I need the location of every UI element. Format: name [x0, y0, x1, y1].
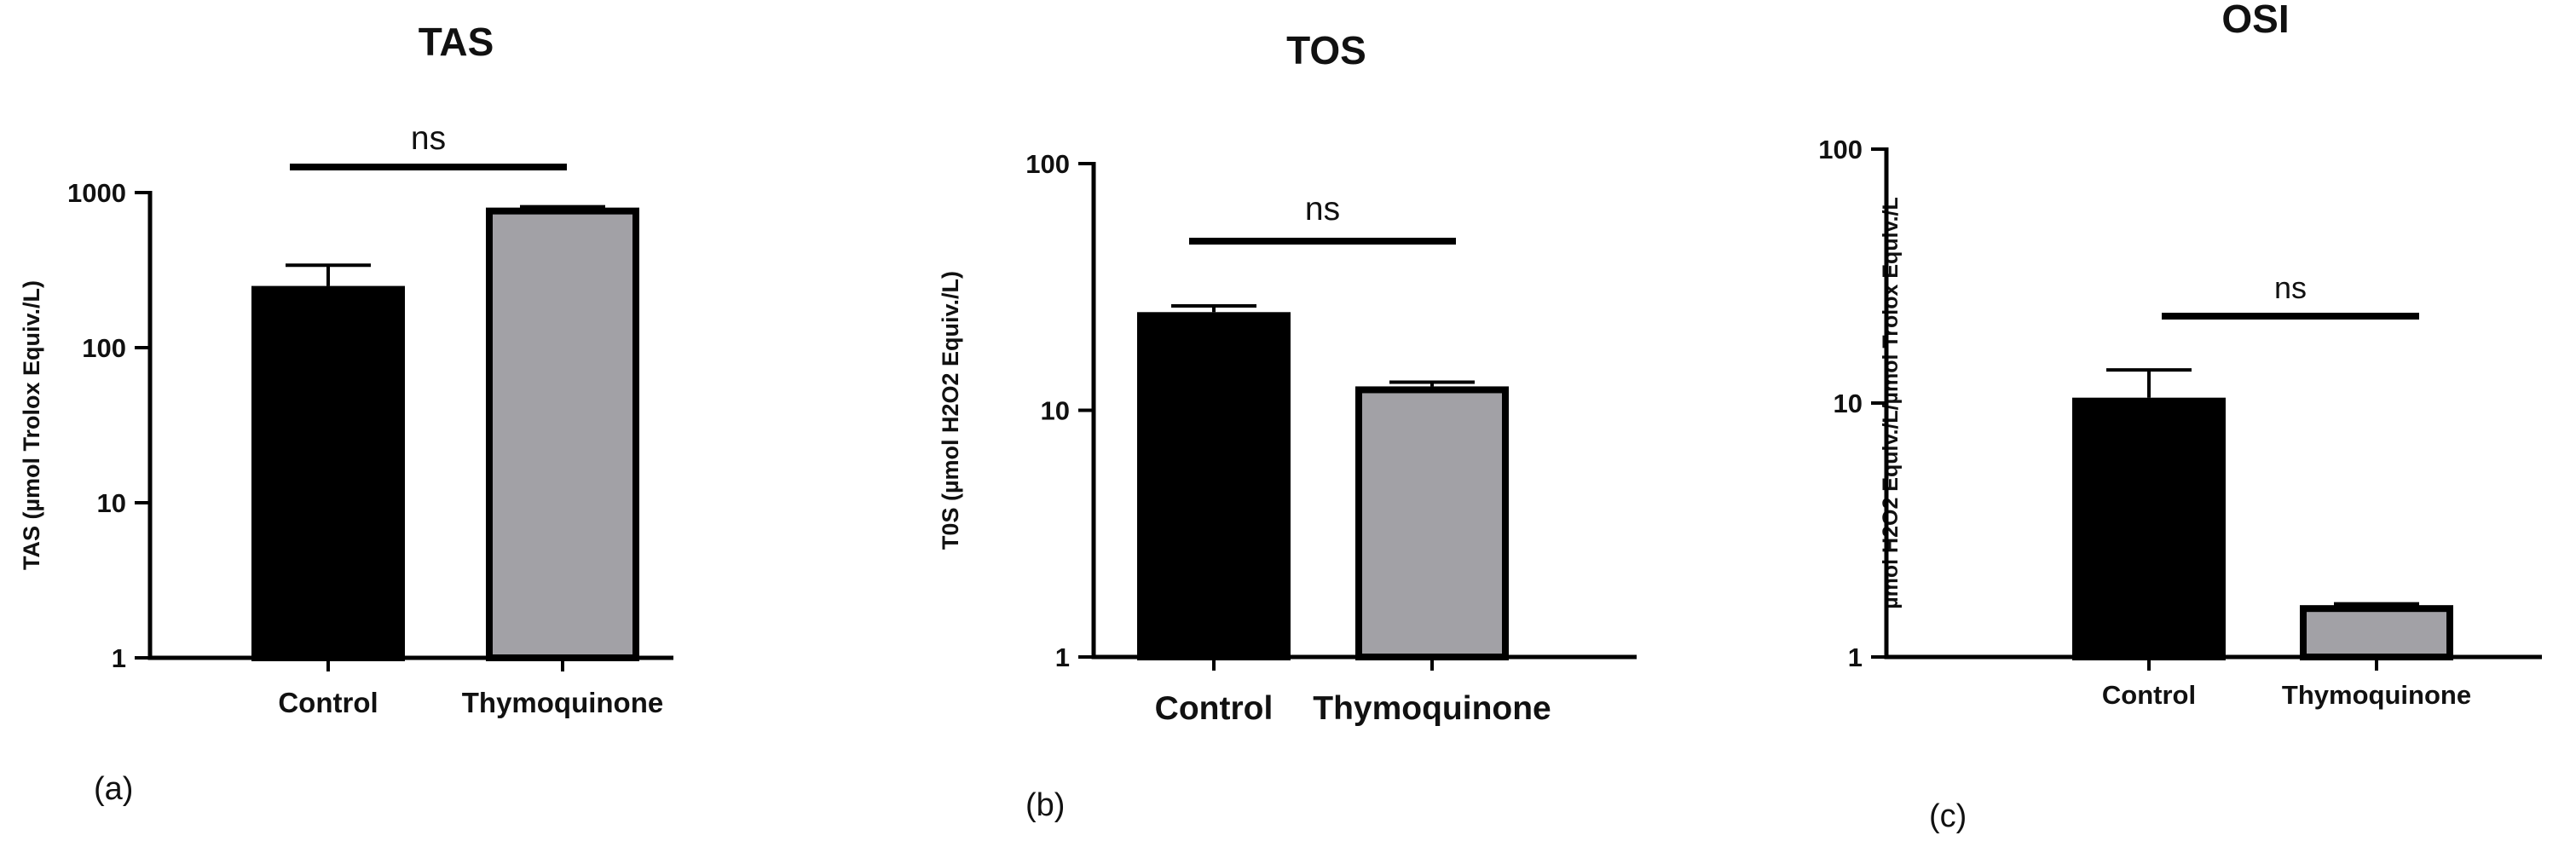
tas-title: TAS	[419, 20, 494, 64]
osi-y-tick-label: 1	[1848, 642, 1863, 672]
tos-y-axis-label: T0S (µmol H2O2 Equiv./L)	[938, 271, 963, 550]
tos-category-label: Control	[1155, 690, 1274, 727]
tas-panel-label: (a)	[94, 771, 133, 807]
tos-chart: TOS T0S (µmol H2O2 Equiv./L) Control Thymoq…	[938, 28, 1637, 823]
tas-bar-thymoquinone	[486, 207, 639, 661]
osi-bar-control	[2072, 397, 2226, 660]
tos-y-tick-label: 10	[1041, 396, 1070, 426]
tas-y-tick-label: 10	[97, 488, 126, 518]
tos-panel-label: (b)	[1025, 787, 1065, 823]
osi-category-label: Control	[2102, 680, 2196, 710]
osi-title: OSI	[2221, 0, 2289, 41]
tos-y-tick-label: 100	[1025, 149, 1070, 179]
osi-y-tick-label: 10	[1834, 389, 1863, 418]
osi-category-label: Thymoquinone	[2282, 680, 2471, 710]
tas-y-tick-label: 100	[82, 333, 126, 363]
tas-y-tick-label: 1	[112, 643, 126, 673]
tos-bar-thymoquinone	[1355, 386, 1509, 660]
tos-significance-label: ns	[1305, 191, 1340, 228]
tos-y-tick-label: 1	[1055, 642, 1070, 672]
tas-category-label: Control	[278, 687, 378, 718]
tos-category-label: Thymoquinone	[1313, 690, 1551, 727]
osi-panel-label: (c)	[1929, 798, 1967, 834]
tas-y-tick-label: 1000	[67, 178, 126, 208]
tas-y-axis-label: TAS (µmol Trolox Equiv./L)	[19, 280, 44, 570]
tas-bar-control	[251, 285, 405, 661]
osi-y-tick-label: 100	[1818, 135, 1863, 164]
tos-bar-control	[1137, 312, 1291, 660]
osi-significance-label: ns	[2274, 270, 2307, 305]
tos-title: TOS	[1286, 28, 1366, 72]
tas-significance-label: ns	[411, 120, 446, 157]
tas-category-label: Thymoquinone	[462, 687, 663, 718]
osi-bar-thymoquinone	[2300, 605, 2453, 660]
tas-chart: TAS TAS (µmol Trolox Equiv./L) Control Thym…	[19, 20, 673, 807]
